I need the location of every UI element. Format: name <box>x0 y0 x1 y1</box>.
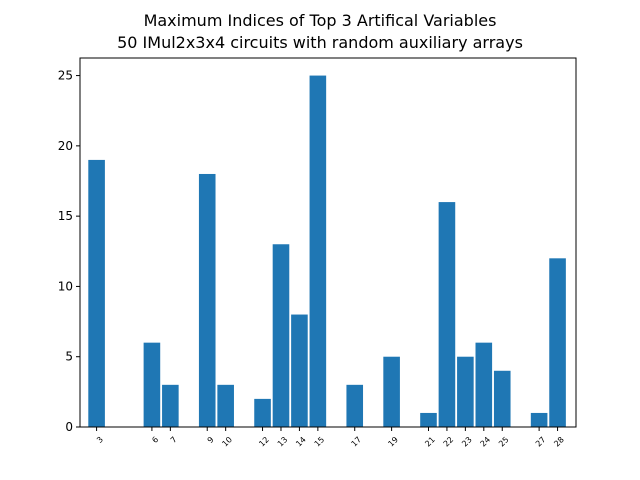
plot-frame <box>79 57 577 428</box>
chart-title: Maximum Indices of Top 3 Artifical Varia… <box>143 11 497 30</box>
y-tick-label: 0 <box>65 420 73 434</box>
x-tick-label: 3 <box>95 435 105 445</box>
bar-17 <box>346 384 364 427</box>
x-tick-label: 24 <box>479 435 493 449</box>
x-tick-label: 19 <box>386 435 400 449</box>
y-tick-label: 5 <box>65 350 73 364</box>
x-tick-label: 25 <box>497 435 511 449</box>
y-tick-label: 20 <box>58 139 73 153</box>
x-tick-label: 10 <box>220 435 234 449</box>
bar-27 <box>530 412 548 427</box>
x-tick-label: 6 <box>150 435 160 445</box>
bar-3 <box>88 159 105 427</box>
x-tick-label: 12 <box>257 435 271 449</box>
y-tick-label: 15 <box>58 209 73 223</box>
y-tick-label: 10 <box>58 279 73 293</box>
bar-25 <box>493 370 511 427</box>
x-tick-label: 17 <box>350 435 364 449</box>
bar-15 <box>309 75 327 428</box>
y-tick-label: 25 <box>58 69 73 83</box>
x-tick-label: 23 <box>460 435 474 449</box>
bar-24 <box>475 342 493 427</box>
bar-19 <box>383 356 400 427</box>
bar-12 <box>254 398 271 427</box>
bar-21 <box>420 412 437 427</box>
x-tick-label: 21 <box>423 435 437 449</box>
axes-layer: 0 5 10 15 20 25 3 6 7 9 10 12 13 14 15 17 19 21 22 23 24 25 27… <box>58 57 577 449</box>
x-tick-label: 22 <box>442 435 456 449</box>
x-tick-label: 15 <box>313 435 327 449</box>
bar-9 <box>198 173 216 427</box>
bar-6 <box>143 342 161 427</box>
bar-10 <box>217 384 234 427</box>
bar-13 <box>272 244 290 427</box>
x-tick-label: 14 <box>294 435 308 449</box>
bars-layer <box>88 75 566 428</box>
x-tick-label: 27 <box>534 435 548 449</box>
bar-7 <box>162 384 179 427</box>
x-tick-label: 13 <box>276 435 290 449</box>
x-tick-label: 7 <box>169 435 179 445</box>
bar-14 <box>291 314 308 427</box>
x-tick-label: 9 <box>206 435 216 445</box>
x-tick-label: 28 <box>552 435 566 449</box>
chart-subtitle: 50 IMul2x3x4 circuits with random auxili… <box>117 33 523 52</box>
bar-28 <box>549 258 566 427</box>
bar-22 <box>438 202 456 427</box>
bar-23 <box>457 356 474 427</box>
